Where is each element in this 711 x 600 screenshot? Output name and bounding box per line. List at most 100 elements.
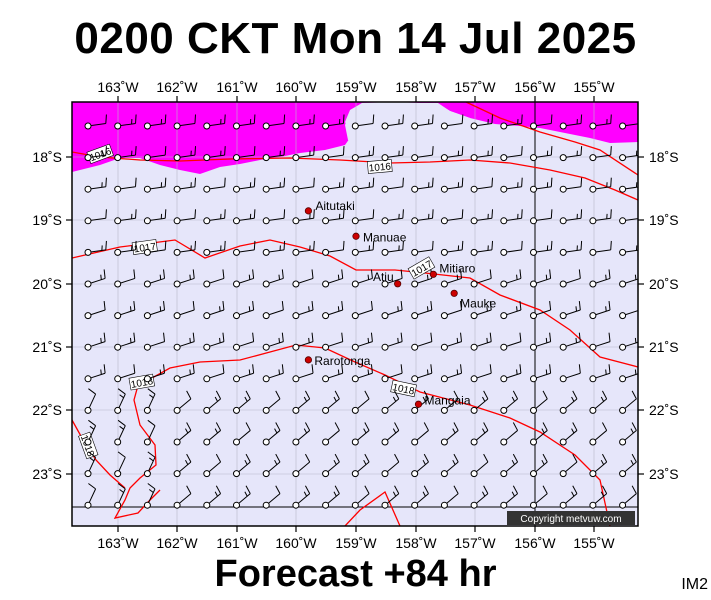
wind-barb xyxy=(173,422,192,446)
lat-label-left: 21˚S xyxy=(32,339,62,355)
wind-barb xyxy=(322,422,340,446)
copyright-text: Copyright metvuw.com xyxy=(520,514,621,525)
island-marker: Mitiaro xyxy=(429,261,476,278)
wind-barb xyxy=(322,364,344,383)
island-marker: Manuae xyxy=(352,230,407,244)
wind-barb xyxy=(84,301,106,320)
isobars xyxy=(72,102,638,526)
wind-barb xyxy=(262,332,284,351)
island-marker: Atiu xyxy=(373,270,402,288)
wind-barb xyxy=(203,240,226,256)
wind-barb xyxy=(173,485,192,509)
wind-barb xyxy=(500,114,523,130)
lon-label-top: 159˚W xyxy=(335,79,377,95)
svg-text:1016: 1016 xyxy=(368,162,392,175)
wind-barb xyxy=(173,209,197,225)
wind-barb xyxy=(322,390,340,414)
wind-barb xyxy=(114,332,136,351)
wind-barb xyxy=(233,453,251,478)
wind-barb xyxy=(143,240,167,256)
island-marker: Mangaia xyxy=(414,393,471,408)
island-label: Atiu xyxy=(373,270,394,284)
wind-barb xyxy=(233,485,251,509)
wind-barb xyxy=(322,332,344,351)
isobar-1018-edge xyxy=(72,419,126,489)
wind-barb xyxy=(470,177,494,193)
wind-barb xyxy=(322,453,340,478)
wind-barb xyxy=(500,485,519,509)
wind-barb xyxy=(381,240,404,256)
wind-barb xyxy=(589,146,612,162)
wind-barb xyxy=(351,390,370,414)
wind-barb xyxy=(411,209,434,225)
wind-barb xyxy=(292,453,311,478)
lon-label-bottom: 156˚W xyxy=(514,535,556,551)
wind-barb xyxy=(440,364,463,383)
island-label: Mauke xyxy=(460,296,496,310)
wind-barb xyxy=(470,240,494,256)
wind-barb xyxy=(530,269,552,288)
wind-barb xyxy=(203,390,222,414)
wind-barb xyxy=(84,114,107,130)
wind-barb xyxy=(173,240,197,256)
wind-barb xyxy=(589,332,611,351)
wind-barb xyxy=(114,114,137,130)
wind-barb xyxy=(233,177,256,193)
wind-barb xyxy=(143,114,167,130)
wind-barb xyxy=(500,422,519,446)
wind-barb xyxy=(559,209,583,225)
wind-barb xyxy=(411,332,433,351)
island-marker: Aitutaki xyxy=(304,199,355,215)
wind-barb xyxy=(500,364,522,383)
wind-barb xyxy=(559,269,581,288)
wind-barb xyxy=(203,114,226,130)
wind-barb xyxy=(173,453,192,478)
wind-barb xyxy=(440,422,459,446)
wind-barb xyxy=(619,453,637,478)
wind-barb xyxy=(143,419,156,446)
wind-barb xyxy=(530,114,553,130)
wind-barb xyxy=(143,388,156,414)
wind-barb xyxy=(262,146,286,162)
wind-barb xyxy=(381,485,400,509)
wind-barb xyxy=(411,146,434,162)
wind-barb xyxy=(470,269,492,288)
wind-barb xyxy=(411,364,433,383)
wind-barb xyxy=(292,146,315,162)
lat-label-right: 23˚S xyxy=(649,466,679,482)
lat-label-right: 19˚S xyxy=(649,212,679,228)
wind-barb xyxy=(233,301,255,320)
lat-label-left: 18˚S xyxy=(32,149,62,165)
wind-barb xyxy=(203,453,222,478)
wind-barb xyxy=(114,451,126,478)
wind-barb xyxy=(292,114,315,130)
wind-barb xyxy=(559,177,583,193)
wind-barb xyxy=(84,419,97,446)
wind-barb xyxy=(381,422,400,446)
wind-barb xyxy=(351,209,375,225)
wind-barb xyxy=(500,453,519,478)
wind-barb xyxy=(322,269,344,288)
wind-barb xyxy=(559,422,578,446)
wind-barb xyxy=(530,332,552,351)
forecast-title: 0200 CKT Mon 14 Jul 2025 xyxy=(74,14,637,63)
wind-barb xyxy=(233,114,256,130)
wind-barb xyxy=(84,146,107,162)
wind-barb xyxy=(233,390,251,414)
wind-barb xyxy=(84,332,106,351)
wind-barb xyxy=(411,301,433,320)
lon-label-bottom: 157˚W xyxy=(454,535,496,551)
wind-barb xyxy=(292,177,315,193)
wind-barb xyxy=(530,301,552,320)
lat-label-right: 20˚S xyxy=(649,276,679,292)
wind-barb xyxy=(114,388,126,414)
island-marker: Rarotonga xyxy=(304,354,371,368)
lon-label-bottom: 160˚W xyxy=(275,535,317,551)
wind-barb xyxy=(440,146,464,162)
wind-barb xyxy=(500,269,522,288)
wind-barb xyxy=(173,390,192,414)
wind-barb xyxy=(292,332,314,351)
wind-barb xyxy=(143,301,166,320)
wind-barb xyxy=(203,301,225,320)
wind-barb xyxy=(173,332,195,351)
